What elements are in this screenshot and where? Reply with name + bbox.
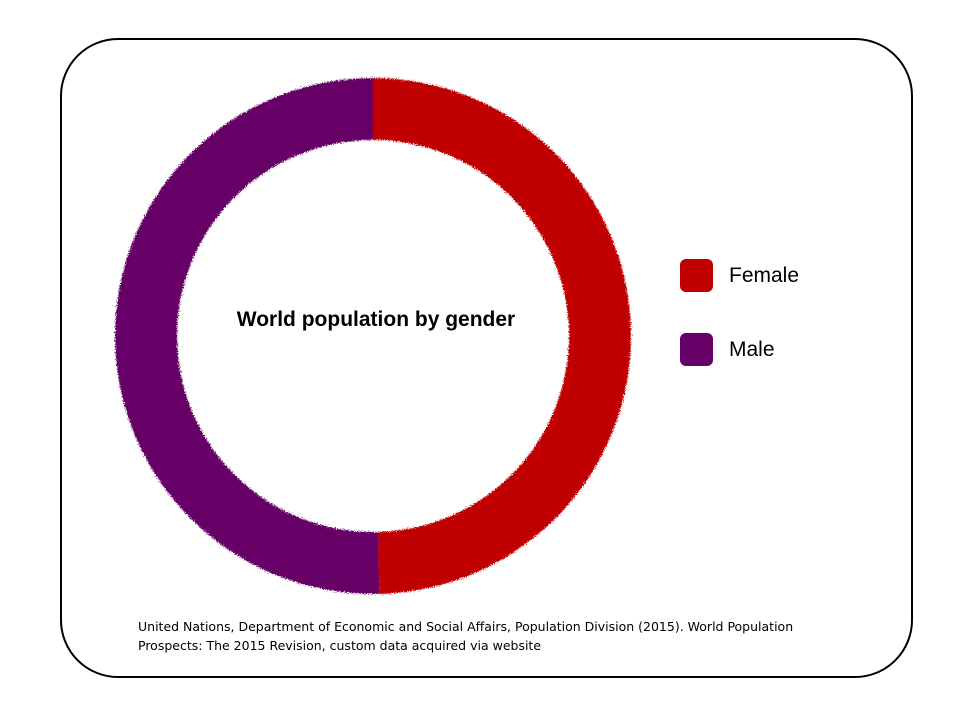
chart-title: World population by gender xyxy=(236,308,516,331)
legend-swatch-male xyxy=(680,333,713,366)
source-citation: United Nations, Department of Economic a… xyxy=(138,617,838,655)
donut-slice-male xyxy=(114,78,380,594)
source-line-2: Prospects: The 2015 Revision, custom dat… xyxy=(138,638,542,653)
source-line-1: United Nations, Department of Economic a… xyxy=(138,619,794,634)
legend-label-female: Female xyxy=(729,263,800,287)
legend-item-female: Female xyxy=(680,259,799,292)
donut-slice-female xyxy=(373,78,631,594)
legend-label-male: Male xyxy=(729,337,775,361)
legend-swatch-female xyxy=(680,259,713,292)
legend-item-male: Male xyxy=(680,333,775,366)
